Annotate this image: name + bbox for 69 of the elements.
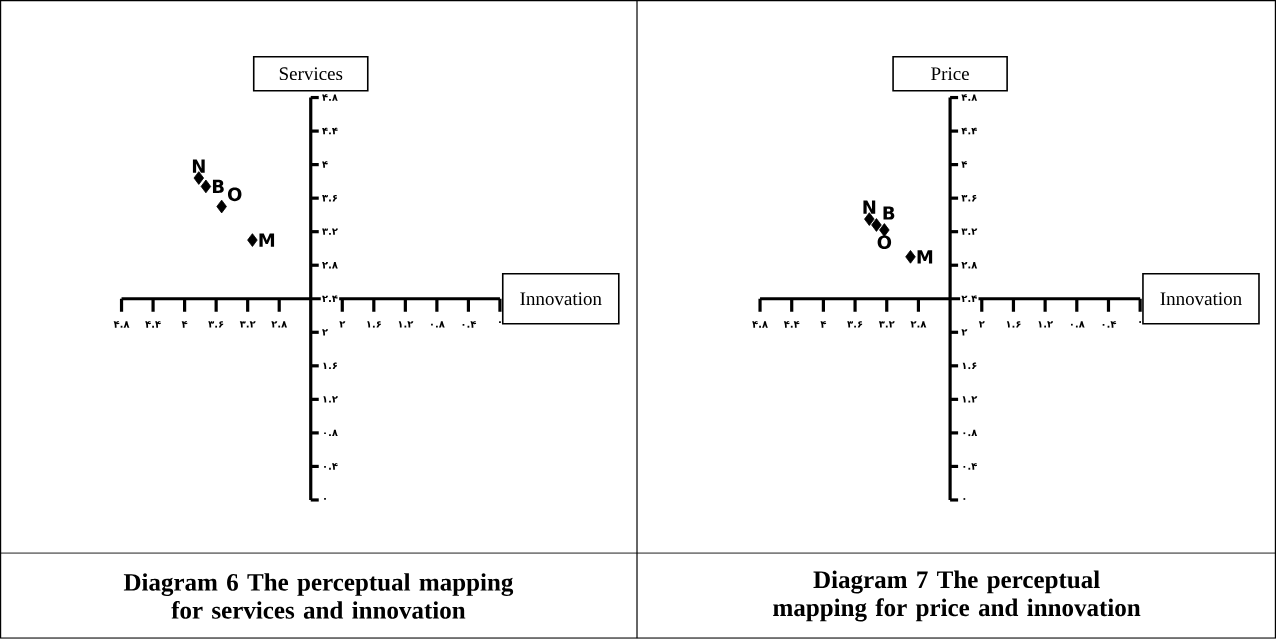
x-tick-label: ۱.۶ xyxy=(367,321,381,328)
x-tick-label: ۳.۲ xyxy=(239,321,256,328)
x-tick-label: ۲.۸ xyxy=(271,321,288,328)
y-tick-label: ۰.۴ xyxy=(963,463,977,470)
point xyxy=(200,179,212,194)
x-tick-label: ۳.۶ xyxy=(847,321,863,328)
y-tick-label: ۴.۸ xyxy=(322,94,338,101)
y-tick-label: ۴ xyxy=(322,161,328,168)
series-label: M xyxy=(917,250,933,264)
y-tick-label: ۱.۲ xyxy=(962,396,978,403)
y-tick-label: ۲ xyxy=(961,329,968,336)
y-tick-label: ۲.۴ xyxy=(961,295,977,303)
x-axis-title: Innovation xyxy=(520,292,602,306)
x-axis-title: Innovation xyxy=(1160,292,1242,306)
point xyxy=(871,218,882,232)
series-label: B xyxy=(212,179,224,194)
x-tick-label: ۲ xyxy=(339,321,346,328)
y-tick-label: ۴.۴ xyxy=(961,127,977,135)
x-tick-label: ۱.۲ xyxy=(1038,321,1054,328)
series-label: O xyxy=(877,235,892,250)
x-tick-label: ۴.۴ xyxy=(783,321,800,328)
x-tick-label: ۱.۶ xyxy=(1006,321,1021,328)
series-label: N xyxy=(192,159,205,173)
x-tick-label: ۲ xyxy=(978,321,985,328)
point xyxy=(905,250,916,264)
y-tick-label: ۲ xyxy=(322,329,328,336)
y-tick-label: ۱.۶ xyxy=(962,362,977,370)
x-tick-label: ۴.۸ xyxy=(752,321,768,328)
series-label: N xyxy=(863,200,876,214)
y-tick-label: ۲.۸ xyxy=(322,262,338,269)
y-tick-label: ۰.۴ xyxy=(324,463,338,470)
y-tick-label: ۰.۸ xyxy=(963,429,978,437)
point xyxy=(247,233,258,247)
y-tick-label: ۳.۶ xyxy=(322,195,337,202)
y-tick-label: ۲.۸ xyxy=(961,262,978,269)
series-label: M xyxy=(259,233,275,247)
x-tick-label: ۱.۲ xyxy=(398,321,414,328)
y-tick-label: ۳.۲ xyxy=(961,228,978,235)
y-tick-label: ۲.۴ xyxy=(322,295,338,303)
x-tick-label: ۰.۴ xyxy=(1102,321,1117,328)
x-tick-label: ۰ xyxy=(499,321,501,323)
y-axis-title: Price xyxy=(931,67,969,81)
x-tick-label: ۲.۸ xyxy=(910,321,927,328)
text: Diagram 7 The perceptual mapping for price and innovation xyxy=(773,570,1141,622)
y-tick-label: ۰.۸ xyxy=(324,429,338,437)
x-tick-label: ۴ xyxy=(820,321,827,328)
x-tick-label: ۰ xyxy=(1139,321,1142,323)
y-tick-label: ۳.۲ xyxy=(322,228,338,235)
y-tick-label: ۴.۴ xyxy=(322,127,338,135)
x-tick-label: ۴ xyxy=(181,321,188,328)
text: Diagram 6 The perceptual mapping for services and innovation xyxy=(123,573,514,619)
y-tick-label: ۱.۲ xyxy=(323,396,338,403)
x-tick-label: ۳.۶ xyxy=(208,321,224,328)
y-tick-label: ۱.۶ xyxy=(323,362,337,370)
x-tick-label: ۰.۸ xyxy=(1070,321,1085,328)
x-tick-label: ۴.۸ xyxy=(113,321,130,328)
point xyxy=(216,199,227,214)
y-tick-label: ۴.۸ xyxy=(961,94,978,101)
y-tick-label: ۴ xyxy=(961,161,968,168)
x-tick-label: ۰.۸ xyxy=(431,321,445,328)
y-tick-label: ۳.۶ xyxy=(961,195,977,202)
series-label: O xyxy=(227,187,242,202)
y-tick-label: ۰ xyxy=(324,498,326,500)
x-tick-label: ۳.۲ xyxy=(878,321,895,328)
y-tick-label: ۰ xyxy=(963,498,966,500)
series-label: B xyxy=(883,206,895,220)
x-tick-label: ۴.۴ xyxy=(145,321,161,328)
x-tick-label: ۰.۴ xyxy=(462,321,477,328)
y-axis-title: Services xyxy=(279,67,343,81)
